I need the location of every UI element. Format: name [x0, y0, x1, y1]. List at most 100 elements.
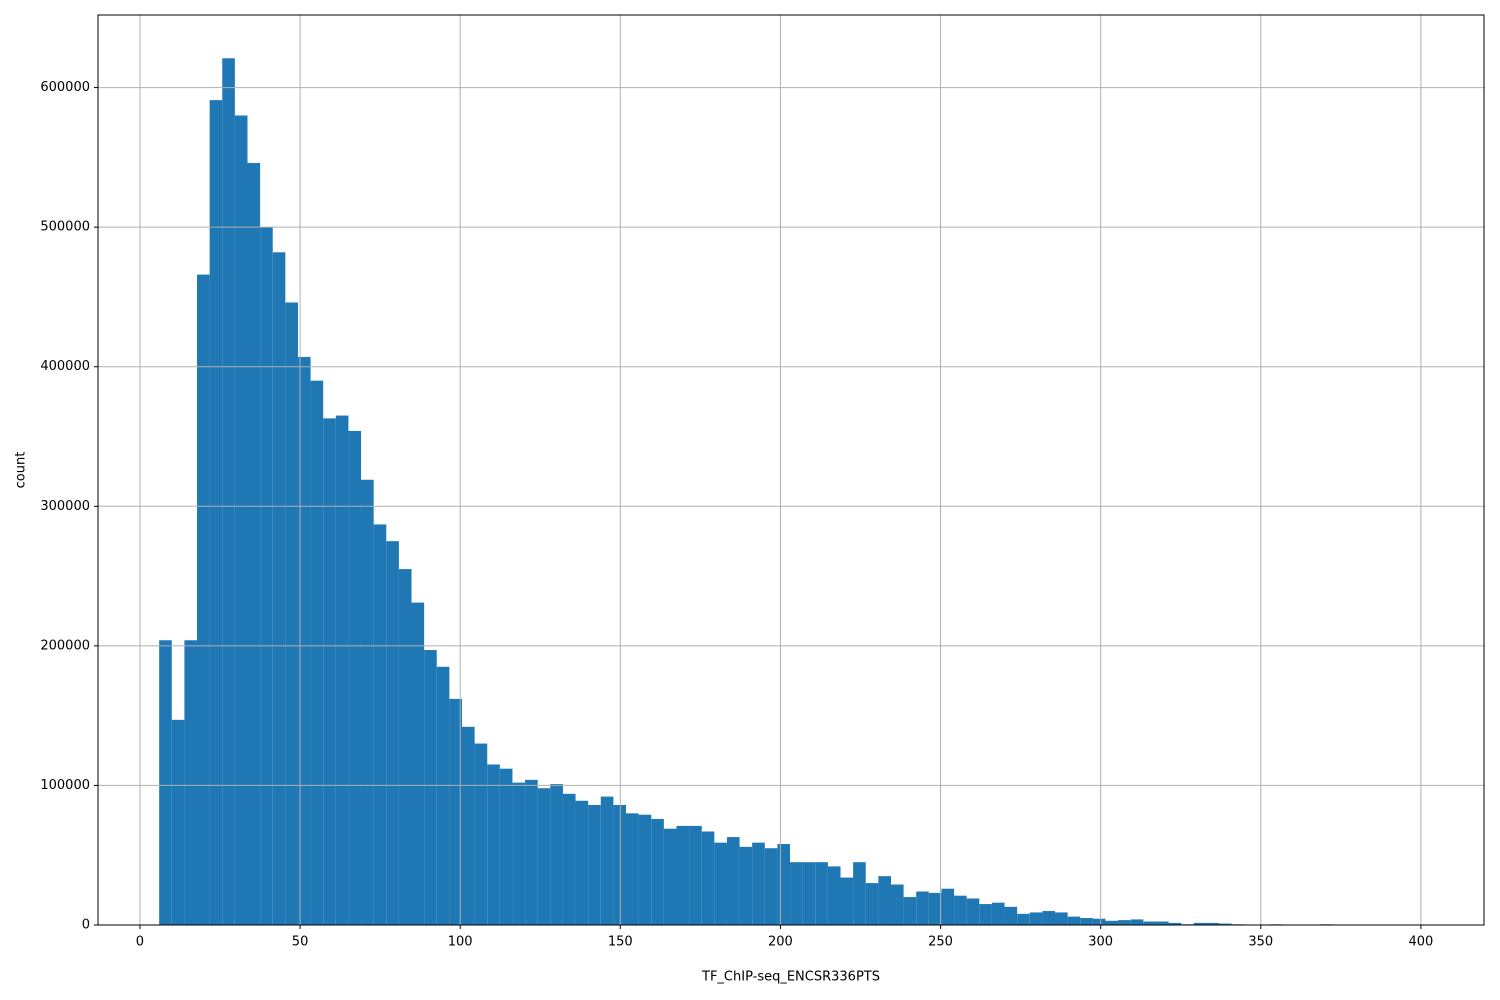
bar [398, 569, 412, 925]
bar [323, 418, 336, 925]
bar [474, 743, 488, 925]
bar [802, 862, 816, 925]
y-tick-label: 300000 [40, 499, 90, 514]
bar [310, 380, 324, 926]
bar [285, 302, 298, 925]
bar [373, 524, 387, 925]
y-tick-label: 400000 [40, 359, 90, 374]
bar [184, 640, 198, 925]
y-tick-label: 0 [82, 918, 90, 933]
bar [1206, 922, 1220, 925]
x-axis-label: TF_ChIP-seq_ENCSR336PTS [701, 970, 880, 985]
bar [1080, 918, 1093, 925]
bar [1092, 918, 1106, 925]
bar [840, 877, 854, 925]
x-tick-label: 200 [768, 935, 793, 950]
bar [853, 862, 866, 925]
bar [1017, 913, 1030, 925]
bar [1029, 912, 1043, 925]
bar [1118, 920, 1131, 925]
bar [1130, 919, 1144, 925]
x-tick-label: 250 [928, 935, 953, 950]
bar [928, 892, 942, 925]
bar [512, 782, 526, 925]
bar [159, 640, 172, 925]
bar [626, 813, 639, 925]
bar [499, 768, 513, 925]
bar [209, 100, 223, 925]
bar [222, 58, 235, 926]
bar [726, 837, 740, 925]
bar [600, 796, 614, 925]
bar [588, 804, 601, 925]
bar [790, 862, 803, 925]
bar [1155, 921, 1169, 925]
bar [348, 430, 362, 925]
bar [525, 779, 538, 925]
bar [575, 800, 589, 925]
bar [272, 252, 286, 925]
bar [1042, 911, 1056, 925]
bar [827, 866, 841, 925]
bar [424, 650, 437, 925]
bar [537, 788, 551, 925]
bar [777, 844, 791, 925]
bar [297, 356, 311, 925]
bar [1055, 912, 1068, 925]
bar [890, 884, 904, 925]
bar [1193, 922, 1207, 925]
bar [651, 818, 664, 925]
bar [436, 666, 450, 925]
bar [676, 825, 690, 925]
x-tick-label: 0 [136, 935, 144, 950]
bar [1168, 922, 1182, 925]
plot-frame [97, 14, 1485, 926]
bar [411, 602, 425, 925]
bar [1143, 921, 1156, 925]
bar [966, 898, 980, 925]
x-tick-label: 300 [1088, 935, 1113, 950]
bar [865, 883, 879, 925]
y-tick-label: 500000 [40, 220, 90, 235]
x-tick-label: 100 [448, 935, 473, 950]
bar [815, 862, 828, 925]
x-tick-label: 350 [1248, 935, 1273, 950]
bar [878, 876, 891, 925]
bar [562, 793, 576, 925]
bar [638, 814, 652, 925]
bar [941, 888, 955, 925]
y-tick-label: 600000 [40, 80, 90, 95]
bar [386, 541, 399, 925]
y-axis-label: count [14, 452, 29, 489]
bar [954, 895, 967, 925]
bar [1105, 920, 1119, 925]
bar [764, 848, 778, 925]
bar [197, 274, 210, 926]
bar [487, 764, 500, 925]
bar [550, 784, 563, 925]
bar [701, 831, 715, 925]
bar [1004, 906, 1018, 925]
bar [234, 115, 248, 926]
bar [689, 825, 702, 925]
bar [903, 897, 917, 925]
bar [260, 227, 273, 926]
bar [752, 842, 765, 925]
bar [663, 828, 677, 925]
bar [461, 726, 475, 925]
x-tick-label: 50 [292, 935, 309, 950]
bar [247, 162, 261, 926]
bar [171, 719, 185, 925]
x-tick-label: 150 [608, 935, 633, 950]
bar [1067, 916, 1081, 925]
x-tick-label: 400 [1408, 935, 1433, 950]
bar [739, 846, 753, 925]
bar [979, 904, 992, 925]
bar [1219, 923, 1232, 925]
bar [714, 842, 727, 925]
bar [991, 902, 1005, 925]
y-tick-label: 100000 [40, 778, 90, 793]
bar [613, 804, 627, 925]
bar [361, 479, 374, 925]
